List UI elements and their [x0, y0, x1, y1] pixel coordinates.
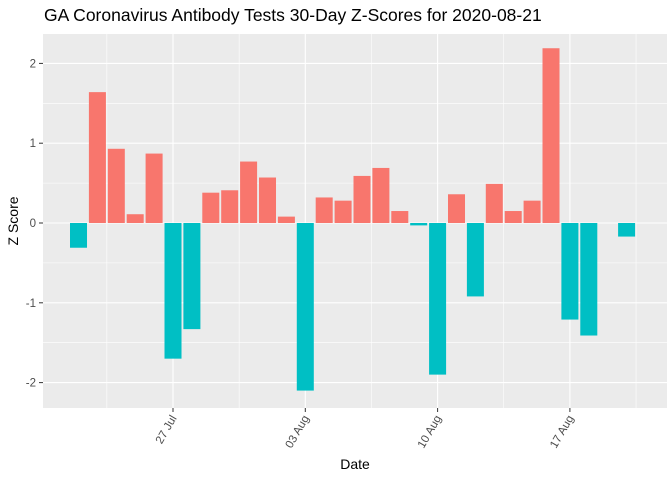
y-tick-label: -2	[26, 378, 36, 390]
bar	[240, 161, 258, 223]
bar	[429, 223, 447, 375]
x-tick-label: 17 Aug	[548, 414, 576, 451]
bar	[448, 194, 466, 223]
x-tick-label: 10 Aug	[416, 414, 444, 451]
bar	[580, 223, 598, 336]
bar	[618, 223, 636, 237]
y-tick-label: 2	[30, 58, 36, 70]
bar	[296, 223, 314, 391]
bar	[561, 223, 579, 320]
y-axis: -2 -1 0 1 2	[26, 58, 43, 390]
bar	[410, 223, 428, 226]
bar	[277, 216, 295, 223]
bar	[504, 211, 522, 223]
bar	[202, 192, 220, 223]
bar	[391, 211, 409, 223]
bar	[221, 190, 239, 223]
bar	[353, 175, 371, 223]
bar	[183, 223, 201, 330]
x-axis-title: Date	[340, 456, 370, 472]
chart-title: GA Coronavirus Antibody Tests 30-Day Z-S…	[44, 5, 542, 25]
bar	[126, 214, 144, 223]
bar	[466, 223, 484, 297]
bar	[485, 183, 503, 223]
y-tick-label: 0	[30, 218, 36, 230]
bar	[372, 167, 390, 223]
y-tick-label: 1	[30, 138, 36, 150]
y-axis-title: Z Score	[5, 196, 21, 245]
bar	[259, 177, 277, 223]
x-tick-label: 03 Aug	[284, 414, 312, 451]
bar	[88, 92, 106, 223]
bar	[164, 223, 182, 359]
bar	[107, 148, 125, 223]
x-axis: 27 Jul 03 Aug 10 Aug 17 Aug	[154, 408, 576, 451]
bar	[523, 200, 541, 223]
bar	[334, 200, 352, 223]
bars	[70, 48, 636, 391]
bar	[145, 153, 163, 223]
bar	[315, 197, 333, 223]
x-tick-label: 27 Jul	[154, 414, 180, 447]
y-tick-label: -1	[26, 298, 36, 310]
bar	[542, 48, 560, 223]
bar	[70, 223, 88, 248]
